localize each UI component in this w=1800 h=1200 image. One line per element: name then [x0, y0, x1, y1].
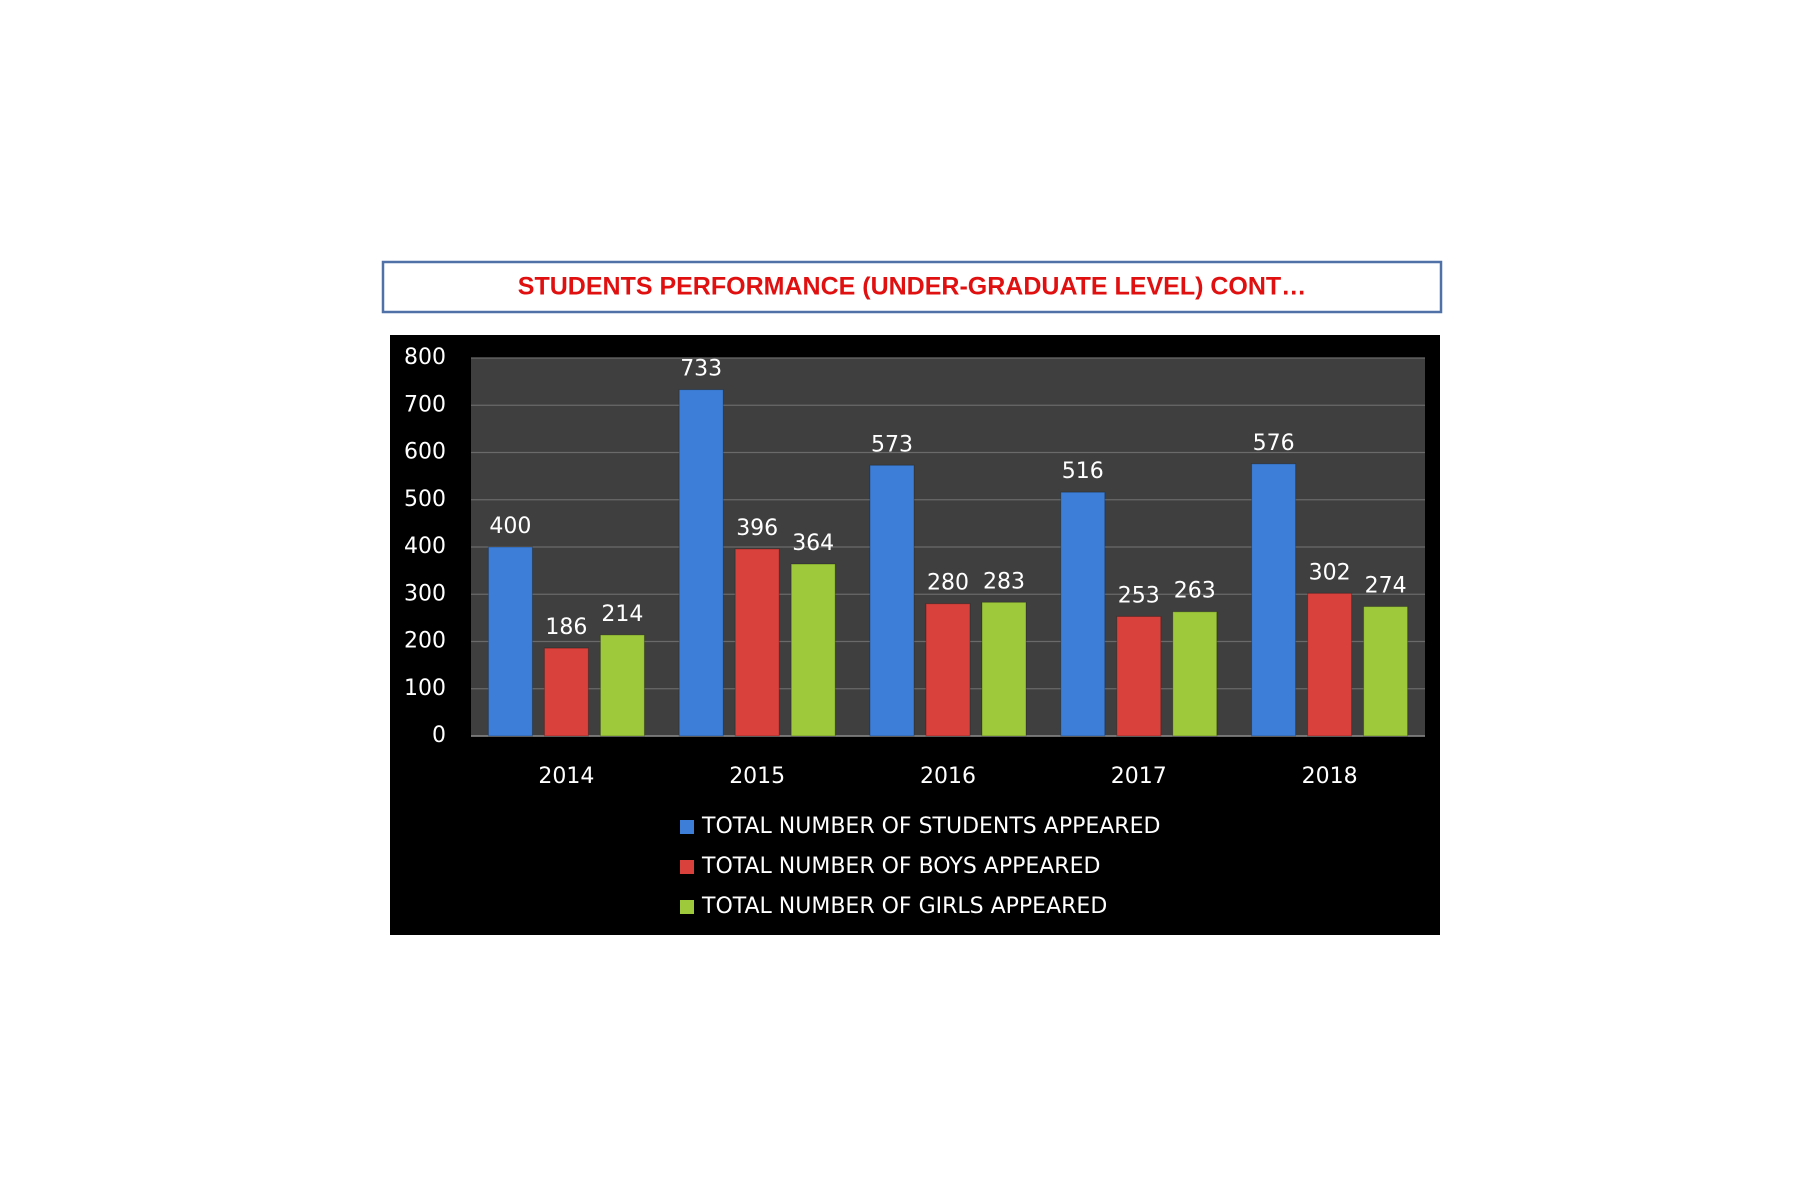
- x-tick-label: 2014: [538, 764, 594, 789]
- x-tick-label: 2016: [920, 764, 976, 789]
- value-label: 302: [1309, 560, 1351, 585]
- legend-label: TOTAL NUMBER OF BOYS APPEARED: [701, 854, 1100, 879]
- bar: [925, 603, 971, 737]
- bar: [1172, 611, 1218, 737]
- value-label: 400: [489, 514, 531, 539]
- y-tick-label: 700: [404, 392, 446, 417]
- bar: [1363, 606, 1409, 737]
- bar: [734, 548, 780, 737]
- x-tick-label: 2015: [729, 764, 785, 789]
- bar: [981, 601, 1027, 737]
- x-tick-label: 2017: [1111, 764, 1167, 789]
- bar: [869, 464, 915, 737]
- bar: [599, 634, 645, 737]
- legend-swatch: [680, 860, 694, 874]
- value-label: 263: [1174, 579, 1216, 604]
- bar: [1060, 491, 1106, 737]
- bar: [1251, 463, 1297, 737]
- bar: [543, 647, 589, 737]
- value-label: 280: [927, 571, 969, 596]
- legend-swatch: [680, 900, 694, 914]
- value-label: 274: [1365, 574, 1407, 599]
- legend-label: TOTAL NUMBER OF GIRLS APPEARED: [701, 894, 1107, 919]
- y-tick-label: 100: [404, 676, 446, 701]
- bar: [1116, 615, 1162, 737]
- value-label: 573: [871, 432, 913, 457]
- value-label: 283: [983, 569, 1025, 594]
- title-box: [381, 260, 1443, 314]
- legend-swatch: [680, 820, 694, 834]
- value-label: 576: [1253, 431, 1295, 456]
- value-label: 186: [545, 615, 587, 640]
- y-tick-label: 500: [404, 487, 446, 512]
- value-label: 516: [1062, 459, 1104, 484]
- y-tick-label: 200: [404, 629, 446, 654]
- chart-title: STUDENTS PERFORMANCE (UNDER-GRADUATE LEV…: [518, 273, 1306, 301]
- bar: [487, 546, 533, 737]
- x-tick-label: 2018: [1302, 764, 1358, 789]
- value-label: 396: [736, 516, 778, 541]
- bar: [678, 389, 724, 737]
- y-tick-label: 800: [404, 345, 446, 370]
- bar: [1307, 592, 1353, 737]
- value-label: 364: [792, 531, 834, 556]
- y-tick-label: 0: [432, 723, 446, 748]
- legend-label: TOTAL NUMBER OF STUDENTS APPEARED: [701, 814, 1160, 839]
- value-label: 733: [680, 357, 722, 382]
- y-tick-label: 600: [404, 440, 446, 465]
- bar: [790, 563, 836, 737]
- y-tick-label: 300: [404, 581, 446, 606]
- value-label: 214: [601, 602, 643, 627]
- y-tick-label: 400: [404, 534, 446, 559]
- value-label: 253: [1118, 583, 1160, 608]
